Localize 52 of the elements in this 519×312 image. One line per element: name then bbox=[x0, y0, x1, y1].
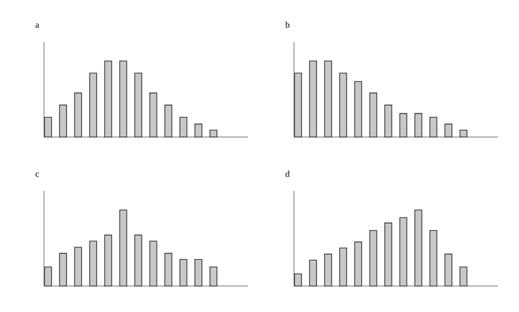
bar bbox=[194, 259, 202, 286]
bar bbox=[369, 92, 378, 138]
chart-title: b bbox=[285, 22, 290, 28]
bar bbox=[179, 259, 188, 286]
bar bbox=[89, 240, 98, 286]
bar bbox=[210, 130, 218, 138]
bar bbox=[444, 124, 452, 138]
bar bbox=[294, 273, 302, 286]
chart-title: a bbox=[36, 24, 40, 28]
bar bbox=[119, 60, 128, 138]
chart-title: c bbox=[36, 172, 39, 177]
bar bbox=[399, 113, 408, 138]
bar bbox=[429, 116, 438, 138]
bar bbox=[104, 60, 112, 138]
bar bbox=[164, 104, 172, 138]
bar bbox=[384, 104, 392, 138]
bar bbox=[134, 234, 142, 286]
bar bbox=[210, 266, 218, 286]
bar bbox=[294, 72, 302, 138]
bar bbox=[44, 266, 52, 286]
bar bbox=[339, 248, 348, 286]
bar bbox=[414, 210, 422, 286]
chart-title: d bbox=[286, 170, 290, 177]
bar bbox=[460, 130, 468, 138]
bar bbox=[179, 116, 188, 138]
bar bbox=[339, 72, 348, 138]
bar bbox=[384, 222, 392, 286]
bar bbox=[354, 242, 362, 286]
bar bbox=[104, 234, 112, 286]
bar bbox=[444, 254, 452, 286]
bar bbox=[309, 260, 317, 286]
bar bbox=[324, 60, 332, 138]
bar bbox=[309, 60, 317, 138]
bar bbox=[74, 92, 82, 138]
bar bbox=[59, 104, 67, 138]
bar bbox=[119, 210, 128, 286]
bar bbox=[74, 246, 82, 286]
bar bbox=[89, 72, 98, 138]
bar bbox=[134, 72, 142, 138]
bar bbox=[149, 240, 158, 286]
bar bbox=[369, 230, 378, 286]
bar bbox=[399, 217, 408, 286]
bar bbox=[324, 254, 332, 286]
bar bbox=[429, 230, 438, 286]
bar bbox=[149, 92, 158, 138]
bar bbox=[44, 116, 52, 138]
bar bbox=[414, 113, 422, 138]
bar bbox=[194, 124, 202, 138]
bar bbox=[460, 266, 468, 286]
bar bbox=[59, 252, 67, 286]
bar bbox=[354, 81, 362, 138]
bar bbox=[164, 252, 172, 286]
